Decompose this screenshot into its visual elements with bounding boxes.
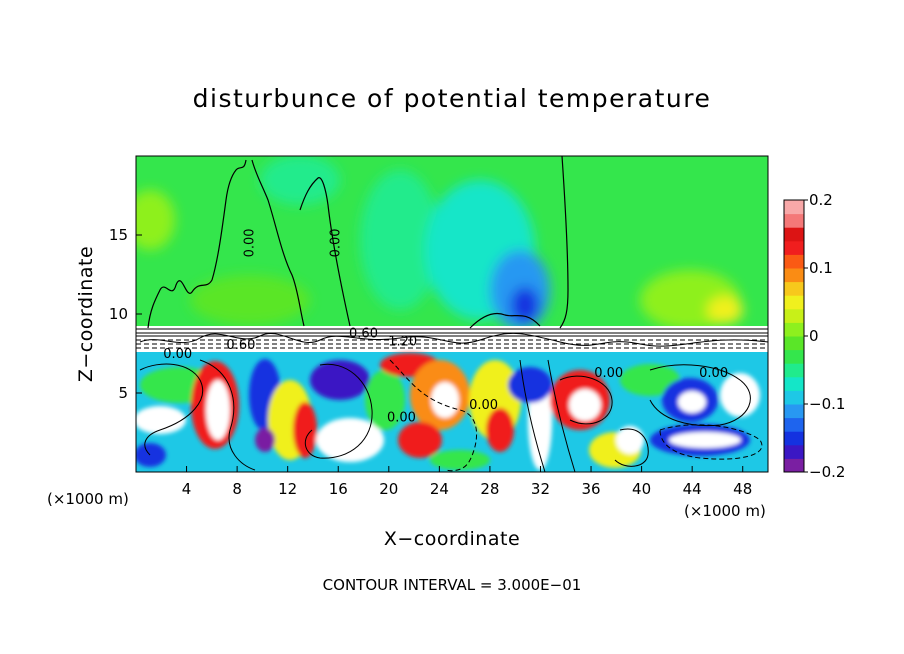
contour-label: 0.00 bbox=[469, 398, 498, 413]
colorbar-cell bbox=[784, 349, 804, 364]
x-axis-label: X−coordinate bbox=[383, 528, 521, 550]
colorbar-cell bbox=[784, 308, 804, 323]
x-unit-label-left: (×1000 m) bbox=[47, 490, 129, 508]
contour-interval-note: CONTOUR INTERVAL = 3.000E−01 bbox=[322, 576, 582, 594]
colorbar-cell bbox=[784, 268, 804, 283]
x-tick-label: 48 bbox=[733, 480, 753, 498]
lower-field-eddies bbox=[136, 353, 760, 470]
contour-label: 0.60 bbox=[349, 327, 378, 342]
upper-field-shading bbox=[136, 156, 743, 330]
colorbar-tick-label: 0.2 bbox=[809, 191, 833, 209]
colorbar-cell bbox=[784, 458, 804, 473]
interface-contours bbox=[136, 328, 768, 349]
colorbar-cell bbox=[784, 295, 804, 310]
contour-label: 0.60 bbox=[226, 338, 255, 353]
contour-label: 0.00 bbox=[243, 228, 258, 257]
chart-title: disturbunce of potential temperature bbox=[192, 84, 712, 113]
colorbar-cell bbox=[784, 240, 804, 255]
colorbar-cell bbox=[784, 376, 804, 391]
colorbar-cell bbox=[784, 417, 804, 432]
colorbar-cell bbox=[784, 404, 804, 419]
x-tick-label: 36 bbox=[581, 480, 601, 498]
colorbar-cell bbox=[784, 254, 804, 269]
contour-label: 0.00 bbox=[329, 228, 344, 257]
colorbar-cell bbox=[784, 200, 804, 215]
contour-label: 0.00 bbox=[387, 410, 416, 425]
colorbar-tick-label: 0 bbox=[809, 327, 819, 345]
contour-label: 0.00 bbox=[163, 347, 192, 362]
contour-labels: 0.00 0.00 0.60 0.60 1.20 0.00 0.00 0.00 0.00 0.00 bbox=[163, 228, 728, 425]
x-tick-label: 16 bbox=[328, 480, 348, 498]
colorbar-cell bbox=[784, 363, 804, 378]
colorbar-tick-label: −0.2 bbox=[809, 463, 846, 481]
x-tick-marks bbox=[186, 466, 744, 472]
colorbar-tick-label: −0.1 bbox=[809, 395, 846, 413]
y-tick-label: 5 bbox=[118, 384, 128, 402]
colorbar-cell bbox=[784, 322, 804, 337]
contour-label: 1.20 bbox=[388, 335, 417, 350]
colorbar-tick-marks bbox=[804, 199, 808, 473]
contour-label: 0.00 bbox=[594, 366, 623, 381]
x-tick-label: 32 bbox=[530, 480, 551, 498]
colorbar-cell bbox=[784, 227, 804, 242]
y-axis-label: Z−coordinate bbox=[75, 245, 97, 383]
colorbar-tick-label: 0.1 bbox=[809, 259, 833, 277]
x-tick-label: 20 bbox=[379, 480, 399, 498]
x-tick-label: 4 bbox=[181, 480, 192, 498]
colorbar-cell bbox=[784, 281, 804, 296]
colorbar-cell bbox=[784, 390, 804, 405]
upper-contours bbox=[147, 156, 569, 329]
lower-contours bbox=[139, 359, 763, 472]
x-tick-label: 8 bbox=[232, 480, 242, 498]
y-tick-label: 15 bbox=[108, 226, 128, 244]
x-tick-label: 12 bbox=[278, 480, 298, 498]
colorbar-cell bbox=[784, 213, 804, 228]
x-tick-label: 24 bbox=[429, 480, 449, 498]
colorbar-cell bbox=[784, 444, 804, 459]
colorbar-cell bbox=[784, 431, 804, 446]
y-tick-label: 10 bbox=[108, 305, 128, 323]
contour-label: 0.00 bbox=[699, 366, 728, 381]
y-tick-marks bbox=[136, 234, 142, 394]
x-tick-label: 28 bbox=[480, 480, 500, 498]
x-unit-label-right: (×1000 m) bbox=[684, 502, 766, 520]
colorbar-cell bbox=[784, 336, 804, 351]
x-tick-label: 40 bbox=[632, 480, 652, 498]
colorbar bbox=[784, 200, 804, 473]
x-tick-label: 44 bbox=[682, 480, 702, 498]
